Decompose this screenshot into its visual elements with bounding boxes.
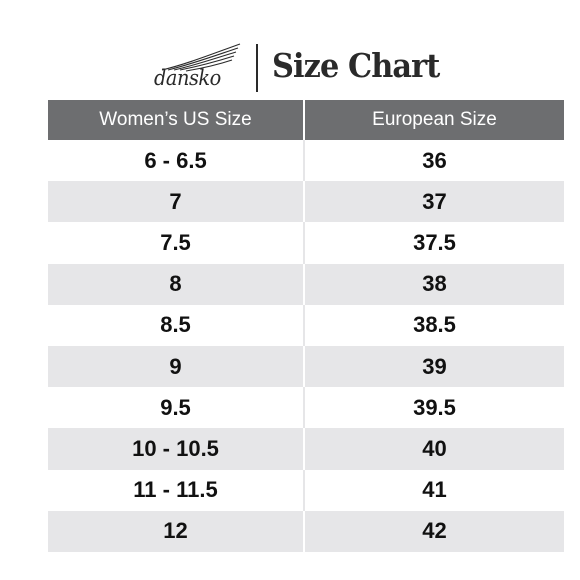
wing-icon <box>161 43 241 72</box>
table-row: 9.5 39.5 <box>48 387 564 429</box>
logo-wordmark: dansko <box>154 66 221 90</box>
table-row: 7 37 <box>48 181 564 223</box>
us-size-cell: 9.5 <box>48 387 305 429</box>
eu-size-cell: 38 <box>305 263 564 305</box>
us-size-cell: 8 <box>48 263 305 305</box>
us-size-cell: 7.5 <box>48 222 305 264</box>
dansko-logo: dansko <box>152 42 244 90</box>
eu-size-cell: 39.5 <box>305 387 564 429</box>
us-size-cell: 9 <box>48 345 305 388</box>
column-header-eu-size: European Size <box>305 100 564 140</box>
table-row: 12 42 <box>48 510 564 552</box>
column-header-us-size: Women’s US Size <box>48 100 305 140</box>
eu-size-cell: 37 <box>305 181 564 223</box>
table-row: 7.5 37.5 <box>48 222 564 264</box>
us-size-cell: 8.5 <box>48 304 305 346</box>
table-row: 9 39 <box>48 345 564 388</box>
table-row: 10 - 10.5 40 <box>48 428 564 470</box>
table-row: 8 38 <box>48 263 564 305</box>
eu-size-cell: 39 <box>305 345 564 388</box>
table-body: 6 - 6.5 36 7 37 7.5 37.5 8 38 8.5 38.5 9 39 9.5 39.5 1… <box>48 140 564 552</box>
table-row: 11 - 11.5 41 <box>48 469 564 511</box>
chart-header: dansko Size Chart <box>0 38 580 96</box>
table-row: 6 - 6.5 36 <box>48 140 564 182</box>
page-title: Size Chart <box>272 46 440 85</box>
eu-size-cell: 37.5 <box>305 222 564 264</box>
eu-size-cell: 38.5 <box>305 304 564 346</box>
us-size-cell: 12 <box>48 510 305 552</box>
table-header-row: Women’s US Size European Size <box>48 100 564 140</box>
eu-size-cell: 40 <box>305 428 564 470</box>
header-divider <box>256 44 258 92</box>
table-row: 8.5 38.5 <box>48 304 564 346</box>
us-size-cell: 11 - 11.5 <box>48 469 305 511</box>
us-size-cell: 10 - 10.5 <box>48 428 305 470</box>
eu-size-cell: 36 <box>305 140 564 182</box>
us-size-cell: 7 <box>48 181 305 223</box>
eu-size-cell: 42 <box>305 510 564 552</box>
size-chart-table: Women’s US Size European Size 6 - 6.5 36 7… <box>48 100 564 552</box>
us-size-cell: 6 - 6.5 <box>48 140 305 182</box>
eu-size-cell: 41 <box>305 469 564 511</box>
